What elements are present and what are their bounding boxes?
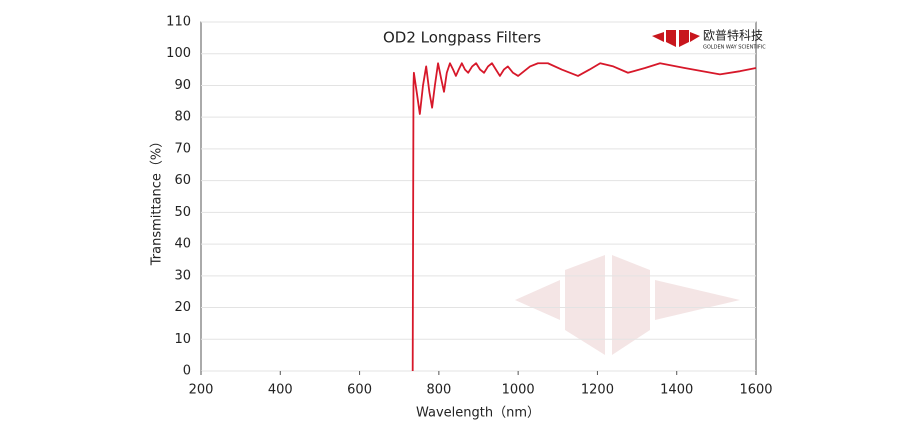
y-tick-label: 100 — [166, 46, 191, 61]
y-tick-label: 20 — [174, 300, 191, 315]
logo — [652, 30, 700, 47]
y-tick-label: 10 — [174, 332, 191, 347]
y-tick-label: 60 — [174, 173, 191, 188]
y-tick-label: 0 — [183, 364, 191, 379]
chart-title: OD2 Longpass Filters — [383, 29, 541, 47]
x-tick-label: 800 — [426, 383, 451, 398]
y-tick-label: 50 — [174, 205, 191, 220]
y-tick-label: 80 — [174, 110, 191, 125]
x-tick-label: 400 — [268, 383, 293, 398]
x-tick-label: 600 — [347, 383, 372, 398]
watermark — [515, 255, 740, 355]
x-tick-label: 1000 — [502, 383, 535, 398]
line-series — [411, 62, 757, 372]
x-tick-label: 200 — [189, 383, 214, 398]
y-tick-label: 90 — [174, 78, 191, 93]
y-tick-label: 30 — [174, 268, 191, 283]
y-tick-label: 110 — [166, 15, 191, 30]
y-tick-label: 40 — [174, 237, 191, 252]
x-tick-label: 1200 — [581, 383, 614, 398]
logo-text: 欧普特科技 — [703, 28, 763, 43]
plot-frame — [200, 21, 757, 372]
logo-subtext: GOLDEN WAY SCIENTIFIC — [703, 45, 766, 51]
x-tick-label: 1600 — [739, 383, 772, 398]
x-tick-label: 1400 — [660, 383, 693, 398]
y-axis-label: Transmittance（%） — [150, 135, 165, 267]
y-tick-label: 70 — [174, 141, 191, 156]
x-axis-label: Wavelength（nm） — [416, 406, 540, 421]
